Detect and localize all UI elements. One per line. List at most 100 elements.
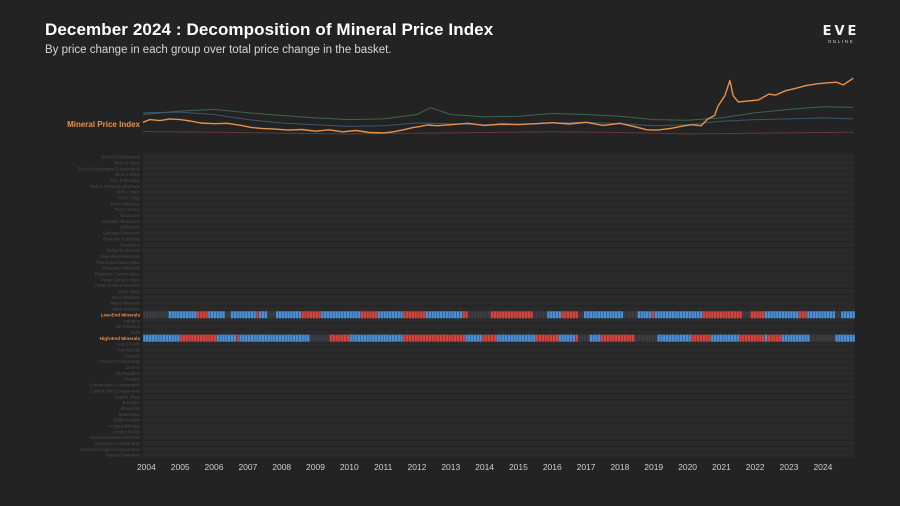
heatmap-cell (753, 311, 756, 319)
heatmap-cell (807, 334, 810, 342)
heatmap-cell (507, 311, 511, 319)
heatmap-row-bg (143, 323, 855, 329)
heatmap-row-label: Gas Clouds (117, 342, 141, 347)
heatmap-cell (592, 334, 595, 342)
heatmap-cell (157, 334, 160, 342)
heatmap-cell (188, 334, 191, 342)
heatmap-row-label: Moon Materials (110, 301, 141, 306)
heatmap-cell (459, 334, 463, 342)
heatmap-cell (202, 311, 205, 319)
heatmap-cell (295, 334, 299, 342)
heatmap-cell (253, 311, 256, 319)
heatmap-cell (284, 334, 287, 342)
heatmap-cell (841, 311, 844, 319)
heatmap-cell (759, 311, 762, 319)
heatmap-cell (273, 311, 276, 319)
heatmap-cell (761, 311, 765, 319)
heatmap-cell (682, 311, 686, 319)
heatmap-cell (225, 334, 228, 342)
heatmap-cell (307, 311, 310, 319)
heatmap-cell (157, 311, 160, 319)
heatmap-cell (502, 334, 505, 342)
heatmap-cell (168, 334, 172, 342)
heatmap-cell (216, 311, 220, 319)
heatmap-cell (518, 311, 522, 319)
heatmap-cell (437, 311, 440, 319)
heatmap-cell (849, 334, 852, 342)
heatmap-cell (507, 334, 511, 342)
heatmap-cell (391, 311, 395, 319)
heatmap-cell (261, 311, 265, 319)
heatmap-cell (530, 311, 533, 319)
heatmap-cell (561, 334, 564, 342)
heatmap-cell (668, 311, 672, 319)
heatmap-cell (696, 311, 700, 319)
heatmap-cell (414, 311, 417, 319)
heatmap-cell (665, 311, 669, 319)
heatmap-cell (222, 311, 225, 319)
heatmap-cell (558, 311, 561, 319)
heatmap-row-label: Structures (120, 213, 141, 218)
heatmap-cell (490, 311, 494, 319)
heatmap-cell (733, 311, 737, 319)
heatmap-cell (832, 311, 836, 319)
heatmap-cell (713, 311, 717, 319)
heatmap-cell (620, 334, 624, 342)
heatmap-cell (422, 311, 426, 319)
heatmap-cell (453, 334, 457, 342)
heatmap-row-bg (143, 294, 855, 300)
heatmap-cell (451, 334, 454, 342)
heatmap-row-bg (143, 166, 855, 172)
heatmap-cell (612, 334, 615, 342)
heatmap-row-bg (143, 242, 855, 248)
heatmap-cell (750, 311, 754, 319)
heatmap-cell (736, 334, 739, 342)
heatmap-cell (168, 311, 172, 319)
heatmap-cell (403, 334, 406, 342)
heatmap-cell (259, 334, 262, 342)
heatmap-cell (787, 311, 790, 319)
heatmap-row-label: Cruisers (124, 377, 141, 382)
heatmap-cell (728, 311, 731, 319)
heatmap-cell (340, 334, 344, 342)
heatmap-cell (583, 334, 587, 342)
heatmap-cell (143, 311, 146, 319)
heatmap-cell (298, 334, 302, 342)
heatmap-cell (301, 334, 304, 342)
heatmap-cell (216, 334, 220, 342)
heatmap-cell (629, 311, 632, 319)
heatmap-cell (284, 311, 287, 319)
heatmap-cell (634, 311, 638, 319)
heatmap-cell (301, 311, 304, 319)
heatmap-cell (742, 311, 745, 319)
heatmap-cell (292, 311, 296, 319)
heatmap-row-bg (143, 236, 855, 242)
heatmap-cell (564, 334, 567, 342)
heatmap-cell (389, 334, 392, 342)
heatmap-row-bg (143, 189, 855, 195)
heatmap-cell (722, 334, 725, 342)
heatmap-row-bg (143, 417, 855, 423)
x-tick-label: 2018 (610, 462, 629, 472)
heatmap-cell (208, 311, 211, 319)
heatmap-cell (538, 334, 542, 342)
heatmap-cell (487, 334, 491, 342)
heatmap-cell (213, 334, 217, 342)
heatmap-row-label: Tech I Rigs (118, 195, 141, 200)
heatmap-cell (711, 334, 714, 342)
heatmap-cell (790, 334, 793, 342)
heatmap-cell (442, 311, 446, 319)
heatmap-cell (225, 311, 228, 319)
heatmap-row-label: Ice Products (116, 324, 141, 329)
heatmap-cell (660, 311, 663, 319)
heatmap-cell (242, 334, 245, 342)
heatmap-cell (784, 334, 787, 342)
heatmap-cell (835, 311, 838, 319)
heatmap-cell (781, 311, 785, 319)
heatmap-cell (634, 334, 638, 342)
heatmap-cell (502, 311, 505, 319)
x-tick-label: 2024 (813, 462, 832, 472)
heatmap-cell (177, 311, 180, 319)
heatmap-cell (629, 334, 632, 342)
heatmap-cell (400, 334, 403, 342)
